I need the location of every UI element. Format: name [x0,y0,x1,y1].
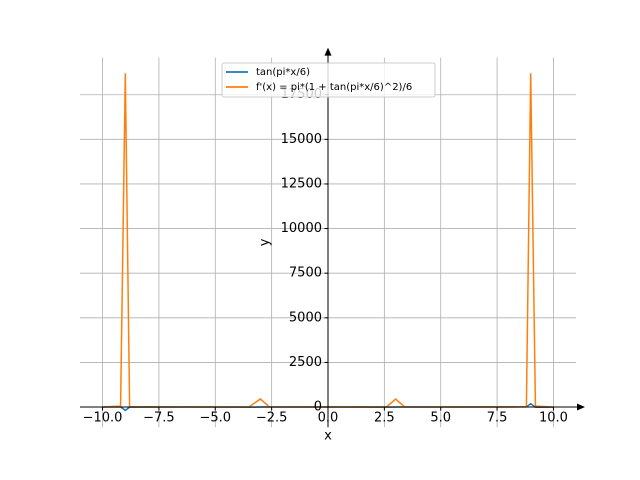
x-tick-label: 2.5 [374,411,395,426]
y-tick-label: 12500 [281,176,322,191]
y-axis-label: y [258,238,273,246]
legend-box [221,62,436,98]
x-tick-label: −7.5 [143,411,175,426]
x-tick-label: −2.5 [256,411,288,426]
y-tick-label: 10000 [281,221,322,236]
y-tick-label: 2500 [289,355,322,370]
legend: tan(pi*x/6) f'(x) = pi*(1 + tan(pi*x/6)^2… [221,62,436,98]
y-tick-label: 5000 [289,310,322,325]
x-tick-label: 5.0 [430,411,451,426]
y-arrow [324,47,332,56]
x-tick-label: −10.0 [83,411,123,426]
x-tick-label: 10.0 [539,411,568,426]
x-tick-label: 7.5 [487,411,508,426]
y-tick-label: 15000 [281,132,322,147]
legend-label: f'(x) = pi*(1 + tan(pi*x/6)^2)/6 [256,82,412,93]
x-arrow [577,403,585,411]
x-tick-label: −5.0 [199,411,231,426]
axes: −10.0 −7.5 −5.0 −2.5 0.0 2.5 5.0 7.5 10.00250050… [80,47,585,444]
x-axis-label: x [324,429,332,444]
y-tick-label: 7500 [289,266,322,281]
legend-label: tan(pi*x/6) [256,67,310,78]
